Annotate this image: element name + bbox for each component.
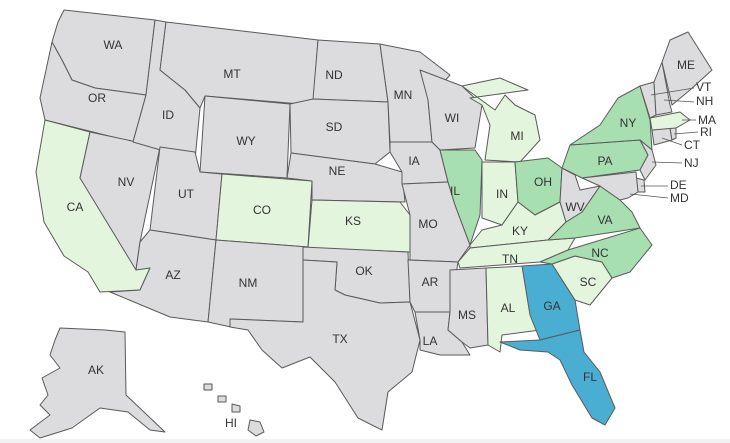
label-TN: TN [502,252,518,266]
label-WY: WY [236,134,255,148]
state-NJ[interactable] [639,139,657,181]
label-NE: NE [329,164,346,178]
label-AZ: AZ [165,268,180,282]
label-IL: IL [450,184,460,198]
label-WI: WI [445,111,460,125]
state-HI-island-3[interactable] [203,383,213,391]
state-TX[interactable] [229,259,421,431]
leader-RI [673,131,699,135]
label-OK: OK [355,264,372,278]
label-AL: AL [501,301,516,315]
label-MA: MA [698,113,716,127]
label-SD: SD [326,120,343,134]
label-CT: CT [684,138,701,152]
label-DE: DE [670,178,687,192]
state-FL[interactable] [499,329,616,426]
label-MT: MT [223,67,241,81]
label-UT: UT [178,187,195,201]
label-IA: IA [408,154,419,168]
state-WI[interactable] [419,69,483,151]
state-AK[interactable] [29,327,166,439]
label-KY: KY [512,224,528,238]
bottom-edge [0,439,730,443]
label-ND: ND [325,68,343,82]
label-MI: MI [510,129,523,143]
label-CA: CA [67,200,84,214]
label-IN: IN [496,187,508,201]
label-NH: NH [696,94,713,108]
state-MD[interactable] [581,171,639,201]
state-NH[interactable] [653,61,673,116]
label-AR: AR [422,275,439,289]
state-MA[interactable] [649,111,691,131]
state-ME[interactable] [661,31,713,106]
label-HI: HI [225,416,237,430]
state-TN[interactable] [457,237,576,269]
label-VT: VT [696,80,712,94]
label-OH: OH [534,175,552,189]
label-GA: GA [543,299,560,313]
label-FL: FL [583,370,597,384]
label-CO: CO [253,203,271,217]
label-MS: MS [458,308,476,322]
state-HI-island-2[interactable] [217,395,227,403]
label-ME: ME [677,58,695,72]
leader-VT [650,87,695,96]
label-WA: WA [104,38,123,52]
label-KS: KS [345,214,361,228]
label-NJ: NJ [684,156,699,170]
leader-MD [629,193,669,199]
leader-NH [663,99,695,103]
label-NY: NY [620,116,637,130]
state-HI[interactable] [247,419,265,437]
leader-NJ [651,161,683,164]
state-CT[interactable] [651,127,673,146]
label-AK: AK [88,363,104,377]
leader-CT [661,137,683,146]
label-WV: WV [565,200,584,214]
state-NM[interactable] [207,239,309,328]
label-NV: NV [118,175,135,189]
state-IL[interactable] [439,149,483,246]
label-PA: PA [597,154,612,168]
label-RI: RI [700,125,712,139]
label-TX: TX [332,332,347,346]
label-VA: VA [597,213,612,227]
state-NC[interactable] [539,227,653,279]
label-ID: ID [162,108,174,122]
label-OR: OR [88,91,106,105]
label-MN: MN [394,88,413,102]
state-MI[interactable] [461,77,541,163]
label-NC: NC [591,246,609,260]
state-ND[interactable] [312,39,389,103]
label-SC: SC [580,275,597,289]
label-NM: NM [239,276,258,290]
label-LA: LA [423,334,438,348]
label-MO: MO [418,217,437,231]
state-HI-island-1[interactable] [231,403,241,413]
label-MD: MD [670,191,689,205]
